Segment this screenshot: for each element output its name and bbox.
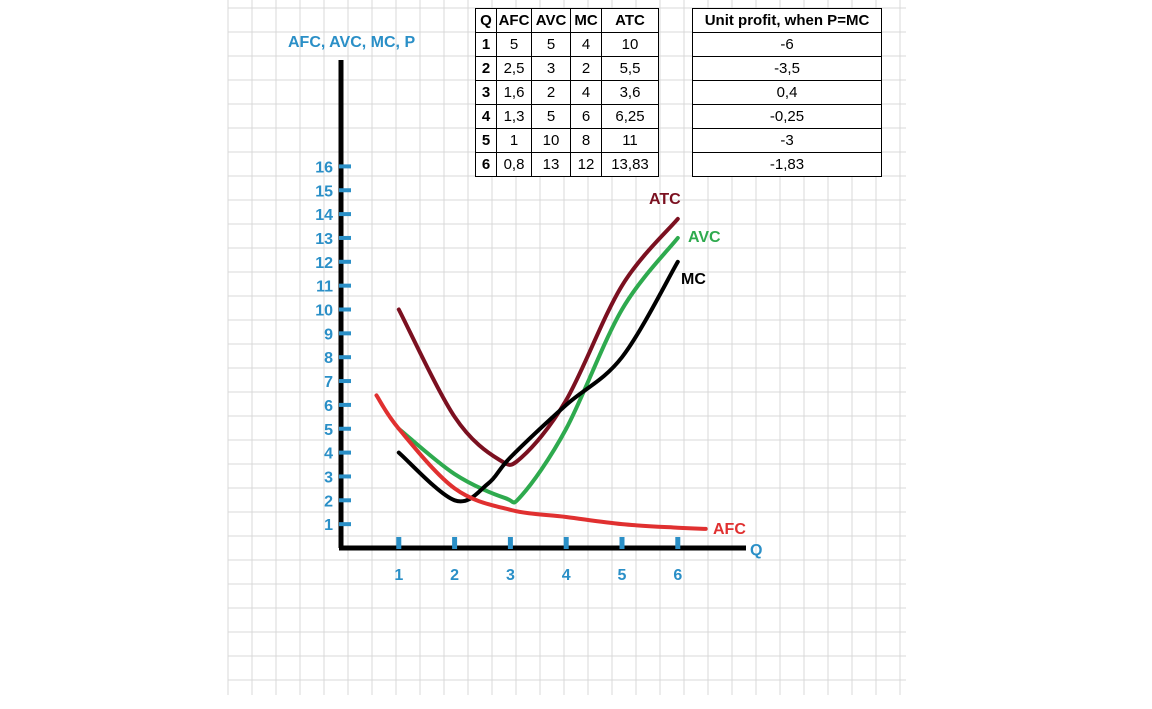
table-cell: 10 [601,32,659,57]
table-cell: 5 [531,104,571,129]
series-labels: ATC AVC MC AFC [649,191,746,538]
series-afc-label: AFC [713,521,746,538]
table-cell: 6 [475,152,497,177]
x-tick-label: 5 [618,567,627,584]
x-axis-label: Q [750,542,762,559]
table-cell: 5 [475,128,497,153]
y-tick-label: 10 [315,303,333,320]
x-tick-label: 2 [450,567,459,584]
table-cell: 6 [570,104,602,129]
y-tick-label: 15 [315,183,333,200]
y-tick-label: 5 [324,422,333,439]
table-row: -6 [692,32,882,57]
table-cell: -0,25 [692,104,882,129]
profit-table: Unit profit, when P=MC -6 -3,5 0,4 -0,25… [692,8,882,177]
header-cell: Q [475,8,497,33]
table-cell: 3 [531,56,571,81]
table-cell: 3 [475,80,497,105]
table-cell: -3,5 [692,56,882,81]
table-cell: 8 [570,128,602,153]
table-row: 0,4 [692,80,882,105]
series-mc-label: MC [681,271,706,288]
x-tick-label: 3 [506,567,515,584]
series-mc-line [396,259,680,504]
table-cell: 0,4 [692,80,882,105]
series-avc-label: AVC [688,229,721,246]
table-row: -3,5 [692,56,882,81]
y-tick-label: 14 [315,207,333,224]
table-cell: 1 [496,128,532,153]
header-cell: AVC [531,8,571,33]
table-cell: 1,3 [496,104,532,129]
table-cell: -1,83 [692,152,882,177]
table-row: 1 5 5 4 10 [475,32,659,57]
header-cell: Unit profit, when P=MC [692,8,882,33]
y-tick-label: 6 [324,398,333,415]
y-tick-label: 9 [324,326,333,343]
table-row: 4 1,3 5 6 6,25 [475,104,659,129]
header-cell: MC [570,8,602,33]
table-cell: 1 [475,32,497,57]
y-tick-label: 11 [316,279,333,296]
table-cell: 4 [475,104,497,129]
table-cell: -6 [692,32,882,57]
series-afc-line [374,393,708,531]
y-axis-label: AFC, AVC, MC, P [288,34,415,51]
table-cell: 4 [570,80,602,105]
y-tick-label: 8 [324,350,333,367]
series-atc-label: ATC [649,191,681,208]
series-atc-line [396,216,680,467]
profit-table-header: Unit profit, when P=MC [692,8,882,33]
table-row: -3 [692,128,882,153]
table-cell: 2 [475,56,497,81]
table-cell: 2 [570,56,602,81]
table-cell: 3,6 [601,80,659,105]
table-cell: 1,6 [496,80,532,105]
table-row: 3 1,6 2 4 3,6 [475,80,659,105]
x-tick-label: 4 [562,567,571,584]
y-tick-label: 3 [324,469,333,486]
table-cell: 10 [531,128,571,153]
x-tick-label: 1 [394,567,403,584]
x-tick-label: 6 [673,567,682,584]
table-row: 6 0,8 13 12 13,83 [475,152,659,177]
header-cell: AFC [496,8,532,33]
table-cell: 11 [601,128,659,153]
y-tick-label: 4 [324,446,333,463]
table-row: -1,83 [692,152,882,177]
table-cell: 12 [570,152,602,177]
y-tick-label: 13 [315,231,333,248]
header-cell: ATC [601,8,659,33]
table-cell: 6,25 [601,104,659,129]
table-cell: 5 [496,32,532,57]
table-row: 5 1 10 8 11 [475,128,659,153]
y-tick-label: 7 [324,374,333,391]
table-cell: 0,8 [496,152,532,177]
series-avc-line [396,235,680,505]
y-tick-label: 2 [324,493,333,510]
table-row: -0,25 [692,104,882,129]
cost-table: Q AFC AVC MC ATC 1 5 5 4 10 2 2,5 3 2 5,… [475,8,659,177]
y-tick-label: 12 [315,255,333,272]
table-cell: 4 [570,32,602,57]
y-tick-label: 16 [315,159,333,176]
table-row: 2 2,5 3 2 5,5 [475,56,659,81]
table-cell: 2 [531,80,571,105]
table-cell: 2,5 [496,56,532,81]
table-cell: 5 [531,32,571,57]
cost-table-header: Q AFC AVC MC ATC [475,8,659,33]
table-cell: 13,83 [601,152,659,177]
table-cell: 5,5 [601,56,659,81]
curves [374,216,708,531]
table-cell: -3 [692,128,882,153]
y-tick-label: 1 [324,517,333,534]
table-cell: 13 [531,152,571,177]
